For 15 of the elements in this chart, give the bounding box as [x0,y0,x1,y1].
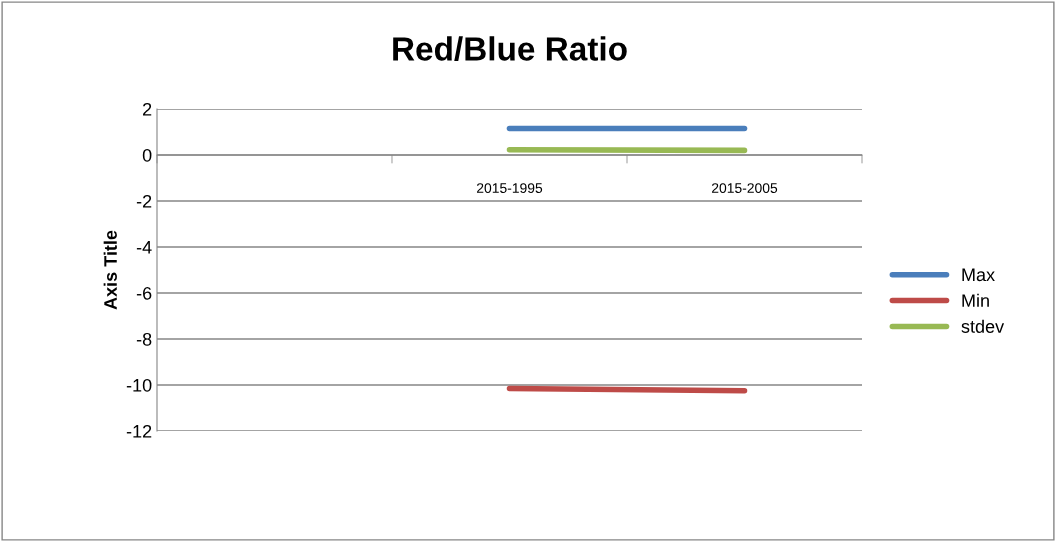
x-tick-label: 2015-2005 [711,183,778,193]
y-tick-label: -8 [136,332,152,346]
legend-label: stdev [961,319,1005,333]
legend-label: Min [962,293,989,307]
y-tick-label: -10 [126,378,152,392]
y-tick-label: 2 [143,102,152,116]
y-axis-title: Axis Title [103,230,117,310]
y-tick-label: -6 [136,286,152,300]
y-tick-label: 0 [142,148,152,162]
y-tick-label: -4 [136,241,152,254]
y-tick-label: -2 [136,194,152,208]
legend-label: Max [962,268,995,282]
x-tick-label: 2015-1995 [476,183,543,193]
chart-title: Red/Blue Ratio [393,36,627,62]
y-tick-label: -12 [126,424,152,438]
